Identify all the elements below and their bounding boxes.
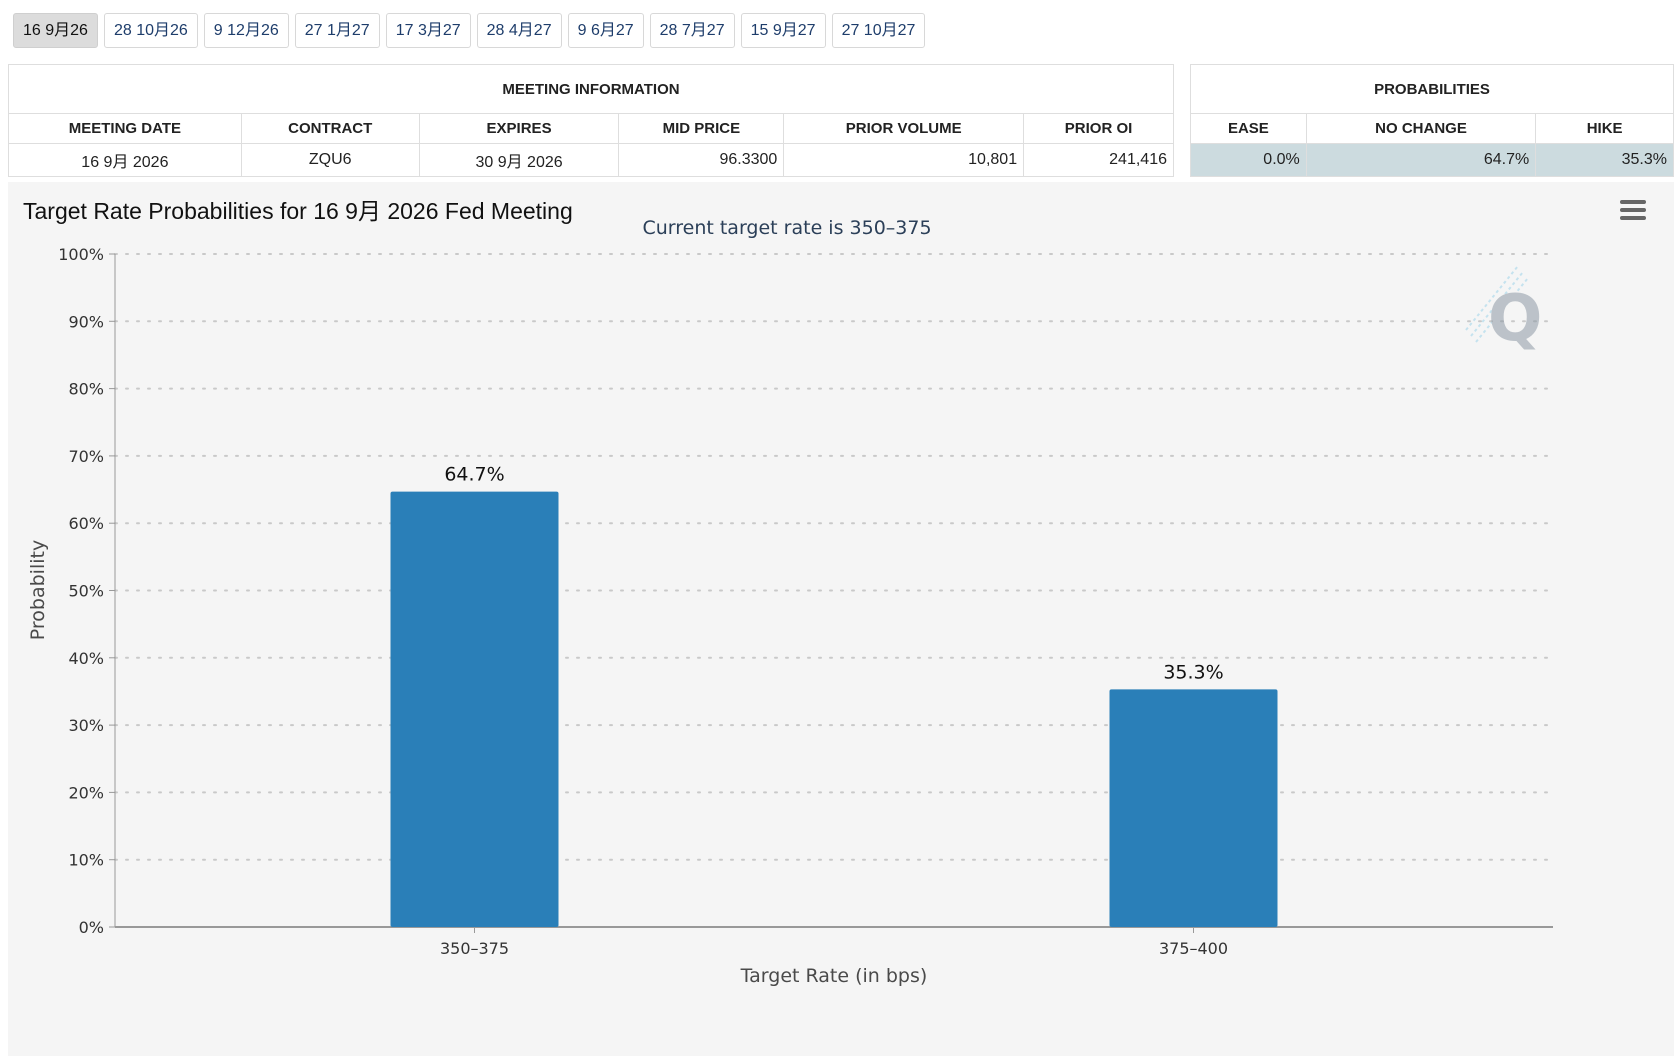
watermark-letter: Q	[1488, 282, 1542, 356]
chart-gridlines	[109, 253, 1554, 928]
ease-probability-value: 0.0%	[1190, 143, 1307, 177]
quikstrike-logo: Q	[1465, 265, 1542, 356]
column-header-prior-volume: PRIOR VOLUME	[783, 113, 1025, 144]
tab-meeting-date[interactable]: 27 10月27	[831, 13, 926, 48]
x-axis-tick-labels: 350–375 375–400	[440, 927, 1228, 958]
y-tick-label: 0%	[79, 918, 104, 937]
chart-subtitle: Current target rate is 350–375	[642, 217, 931, 239]
chart-panel: 0% 10% 20% 30% 40% 50% 60% 70% 80% 90% 100% 64.7% 3…	[8, 182, 1674, 1056]
tab-meeting-date[interactable]: 16 9月26	[13, 13, 98, 48]
x-axis-label: Target Rate (in bps)	[740, 965, 928, 987]
meeting-date-value: 16 9月 2026	[8, 143, 242, 177]
no-change-probability-value: 64.7%	[1305, 143, 1537, 177]
y-tick-label: 50%	[68, 582, 104, 601]
meeting-information-title: MEETING INFORMATION	[8, 64, 1174, 114]
tab-meeting-date[interactable]: 9 6月27	[567, 13, 644, 48]
prior-volume-value: 10,801	[783, 143, 1025, 177]
x-tick-label: 350–375	[440, 939, 509, 958]
bar-375–400[interactable]	[1109, 689, 1278, 927]
y-axis-tick-labels: 0% 10% 20% 30% 40% 50% 60% 70% 80% 90% 100%	[58, 245, 104, 937]
column-header-prior-oi: PRIOR OI	[1023, 113, 1174, 144]
y-tick-label: 10%	[68, 851, 104, 870]
y-tick-label: 40%	[68, 649, 104, 668]
y-tick-label: 30%	[68, 716, 104, 735]
bar-data-label: 64.7%	[444, 464, 504, 486]
y-tick-label: 20%	[68, 783, 104, 802]
chart-bars: 64.7% 35.3%	[390, 464, 1278, 927]
bar-350–375[interactable]	[390, 491, 559, 927]
chart-title: Target Rate Probabilities for 16 9月 2026…	[23, 198, 573, 224]
meeting-date-tabs: 16 9月26 28 10月26 9 12月26 27 1月27 17 3月27…	[13, 13, 926, 48]
probabilities-title: PROBABILITIES	[1190, 64, 1674, 114]
y-tick-label: 80%	[68, 380, 104, 399]
meeting-information-table: MEETING INFORMATION MEETING DATE CONTRAC…	[8, 64, 1174, 177]
tab-meeting-date[interactable]: 9 12月26	[203, 13, 289, 48]
tab-meeting-date[interactable]: 28 7月27	[649, 13, 735, 48]
probability-bar-chart: 0% 10% 20% 30% 40% 50% 60% 70% 80% 90% 100% 64.7% 3…	[27, 217, 1554, 987]
mid-price-value: 96.3300	[618, 143, 785, 177]
contract-value: ZQU6	[240, 143, 420, 177]
column-header-meeting-date: MEETING DATE	[8, 113, 242, 144]
x-tick-label: 375–400	[1159, 939, 1228, 958]
tab-meeting-date[interactable]: 28 10月26	[103, 13, 198, 48]
prior-oi-value: 241,416	[1023, 143, 1174, 177]
tab-meeting-date[interactable]: 15 9月27	[740, 13, 826, 48]
expires-value: 30 9月 2026	[418, 143, 620, 177]
column-header-expires: EXPIRES	[418, 113, 620, 144]
y-axis-label: Probability	[27, 540, 49, 640]
bar-data-label: 35.3%	[1163, 661, 1223, 683]
y-tick-label: 60%	[68, 514, 104, 533]
probabilities-table: PROBABILITIES EASE NO CHANGE HIKE 0.0% 6…	[1190, 64, 1674, 177]
y-tick-label: 70%	[68, 447, 104, 466]
column-header-no-change: NO CHANGE	[1305, 113, 1537, 144]
column-header-contract: CONTRACT	[240, 113, 420, 144]
hike-probability-value: 35.3%	[1535, 143, 1674, 177]
chart-menu-icon[interactable]	[1620, 200, 1646, 222]
column-header-mid-price: MID PRICE	[618, 113, 785, 144]
tab-meeting-date[interactable]: 17 3月27	[385, 13, 471, 48]
column-header-ease: EASE	[1190, 113, 1307, 144]
tab-meeting-date[interactable]: 27 1月27	[294, 13, 380, 48]
column-header-hike: HIKE	[1535, 113, 1674, 144]
tab-meeting-date[interactable]: 28 4月27	[476, 13, 562, 48]
y-tick-label: 100%	[58, 245, 104, 264]
y-tick-label: 90%	[68, 312, 104, 331]
